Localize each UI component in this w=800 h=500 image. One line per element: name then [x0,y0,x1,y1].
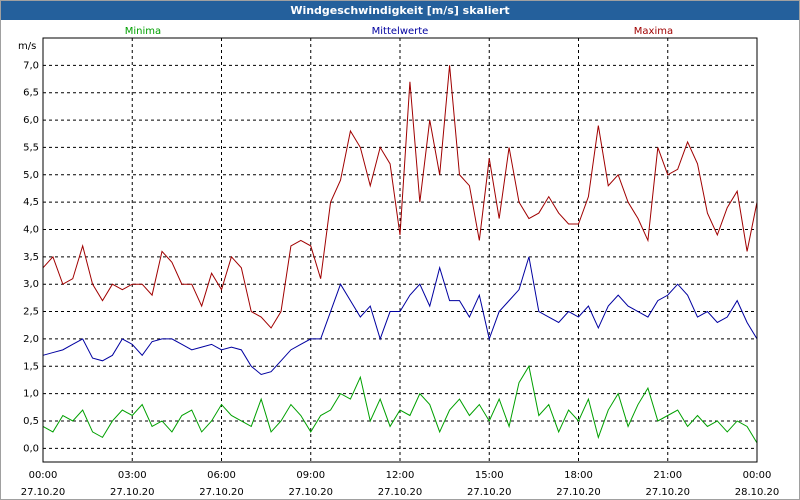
y-tick-label: 3,5 [23,252,39,263]
y-tick-label: 2,0 [23,334,39,345]
x-tick-label: 03:00 27.10.20 [110,470,155,498]
y-tick-label: 5,5 [23,142,39,153]
y-tick-label: 6,0 [23,115,39,126]
title-bar [1,1,799,20]
y-tick-label: 0,5 [23,416,39,427]
x-tick-label: 15:00 27.10.20 [467,470,512,498]
y-tick-label: 0,0 [23,443,39,454]
legend-label: Mittelwerte [372,26,429,37]
chart-title: Windgeschwindigkeit [m/s] skaliert [290,4,509,17]
y-tick-label: 7,0 [23,60,39,71]
y-tick-label: 1,0 [23,389,39,400]
x-tick-label: 00:00 28.10.20 [735,470,780,498]
y-tick-label: 6,5 [23,88,39,99]
line-series [42,364,758,444]
legend-label: Minima [125,26,161,37]
y-tick-label: 3,0 [23,279,39,290]
y-tick-label: 5,0 [23,170,39,181]
x-tick-label: 00:00 27.10.20 [21,470,66,498]
plot-border [42,37,758,463]
line-series [42,256,758,376]
line-series [42,65,758,329]
x-tick-label: 06:00 27.10.20 [199,470,244,498]
y-tick-label: 4,0 [23,224,39,235]
x-tick-label: 09:00 27.10.20 [288,470,333,498]
x-tick-label: 12:00 27.10.20 [378,470,423,498]
x-tick-label: 18:00 27.10.20 [556,470,601,498]
legend-label: Maxima [634,26,673,37]
y-axis-label: m/s [18,41,36,52]
y-tick-label: 1,5 [23,361,39,372]
y-tick-label: 2,5 [23,307,39,318]
x-tick-label: 21:00 27.10.20 [645,470,690,498]
y-tick-label: 4,5 [23,197,39,208]
